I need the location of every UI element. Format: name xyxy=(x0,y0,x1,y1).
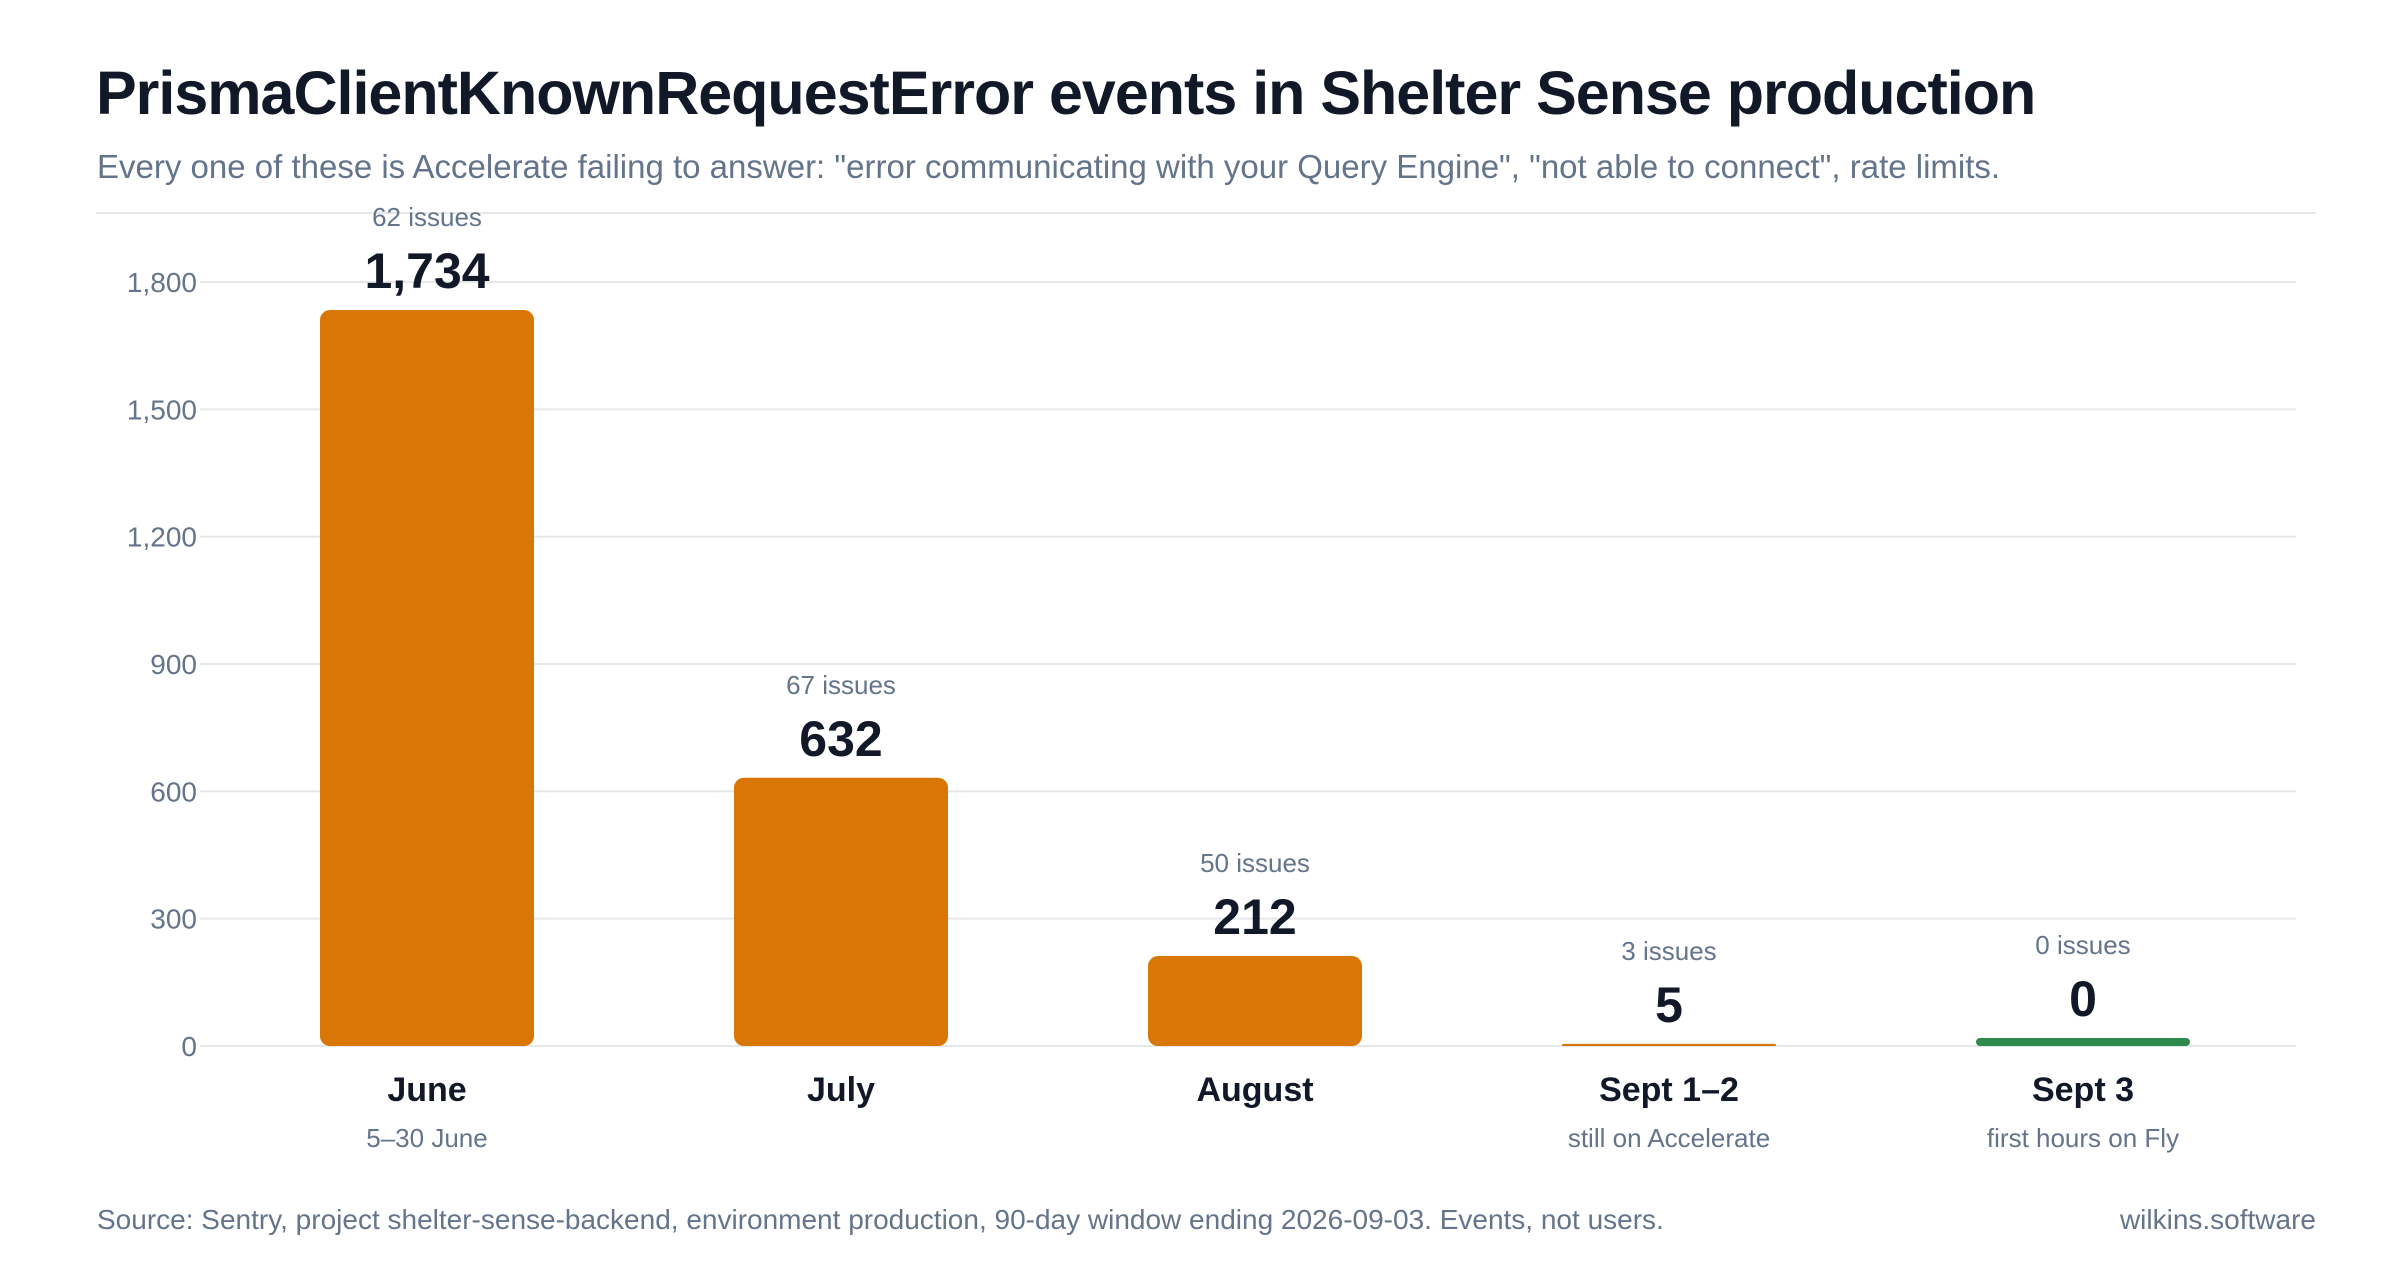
bar-issues-label: 67 issues xyxy=(786,670,896,700)
bar-value-label: 5 xyxy=(1655,977,1683,1033)
bar xyxy=(320,310,534,1047)
source-note: Source: Sentry, project shelter-sense-ba… xyxy=(97,1204,1664,1235)
x-category-sublabel: 5–30 June xyxy=(366,1123,487,1153)
bar-value-label: 632 xyxy=(799,711,882,767)
x-category-label: August xyxy=(1196,1071,1313,1109)
x-category-label: July xyxy=(807,1071,875,1109)
bar xyxy=(734,777,948,1046)
x-category-label: June xyxy=(387,1071,466,1109)
bar-value-label: 1,734 xyxy=(364,243,489,299)
x-category-label: Sept 3 xyxy=(2032,1071,2134,1109)
x-category-sublabel: first hours on Fly xyxy=(1987,1123,2179,1153)
bar-value-label: 0 xyxy=(2069,971,2097,1027)
chart-subtitle: Every one of these is Accelerate failing… xyxy=(97,148,2001,185)
bar-value-label: 212 xyxy=(1213,889,1296,945)
chart-title: PrismaClientKnownRequestError events in … xyxy=(96,59,2036,127)
brand-label: wilkins.software xyxy=(2119,1204,2316,1235)
y-tick-label: 300 xyxy=(150,904,197,935)
bar-issues-label: 50 issues xyxy=(1200,848,1310,878)
x-category-sublabel: still on Accelerate xyxy=(1568,1123,1770,1153)
y-tick-label: 1,200 xyxy=(127,522,197,553)
header-divider xyxy=(96,212,2316,214)
bar-issues-label: 62 issues xyxy=(372,202,482,232)
x-category-label: Sept 1–2 xyxy=(1599,1071,1739,1109)
y-tick-label: 1,800 xyxy=(127,267,197,298)
bar-issues-label: 3 issues xyxy=(1621,936,1716,966)
bar-issues-label: 0 issues xyxy=(2035,930,2130,960)
bar xyxy=(1148,956,1362,1046)
y-tick-label: 1,500 xyxy=(127,394,197,425)
bar xyxy=(1562,1043,1776,1046)
bar xyxy=(1976,1038,2190,1046)
y-tick-label: 0 xyxy=(181,1031,197,1062)
y-tick-label: 600 xyxy=(150,776,197,807)
y-tick-label: 900 xyxy=(150,649,197,680)
